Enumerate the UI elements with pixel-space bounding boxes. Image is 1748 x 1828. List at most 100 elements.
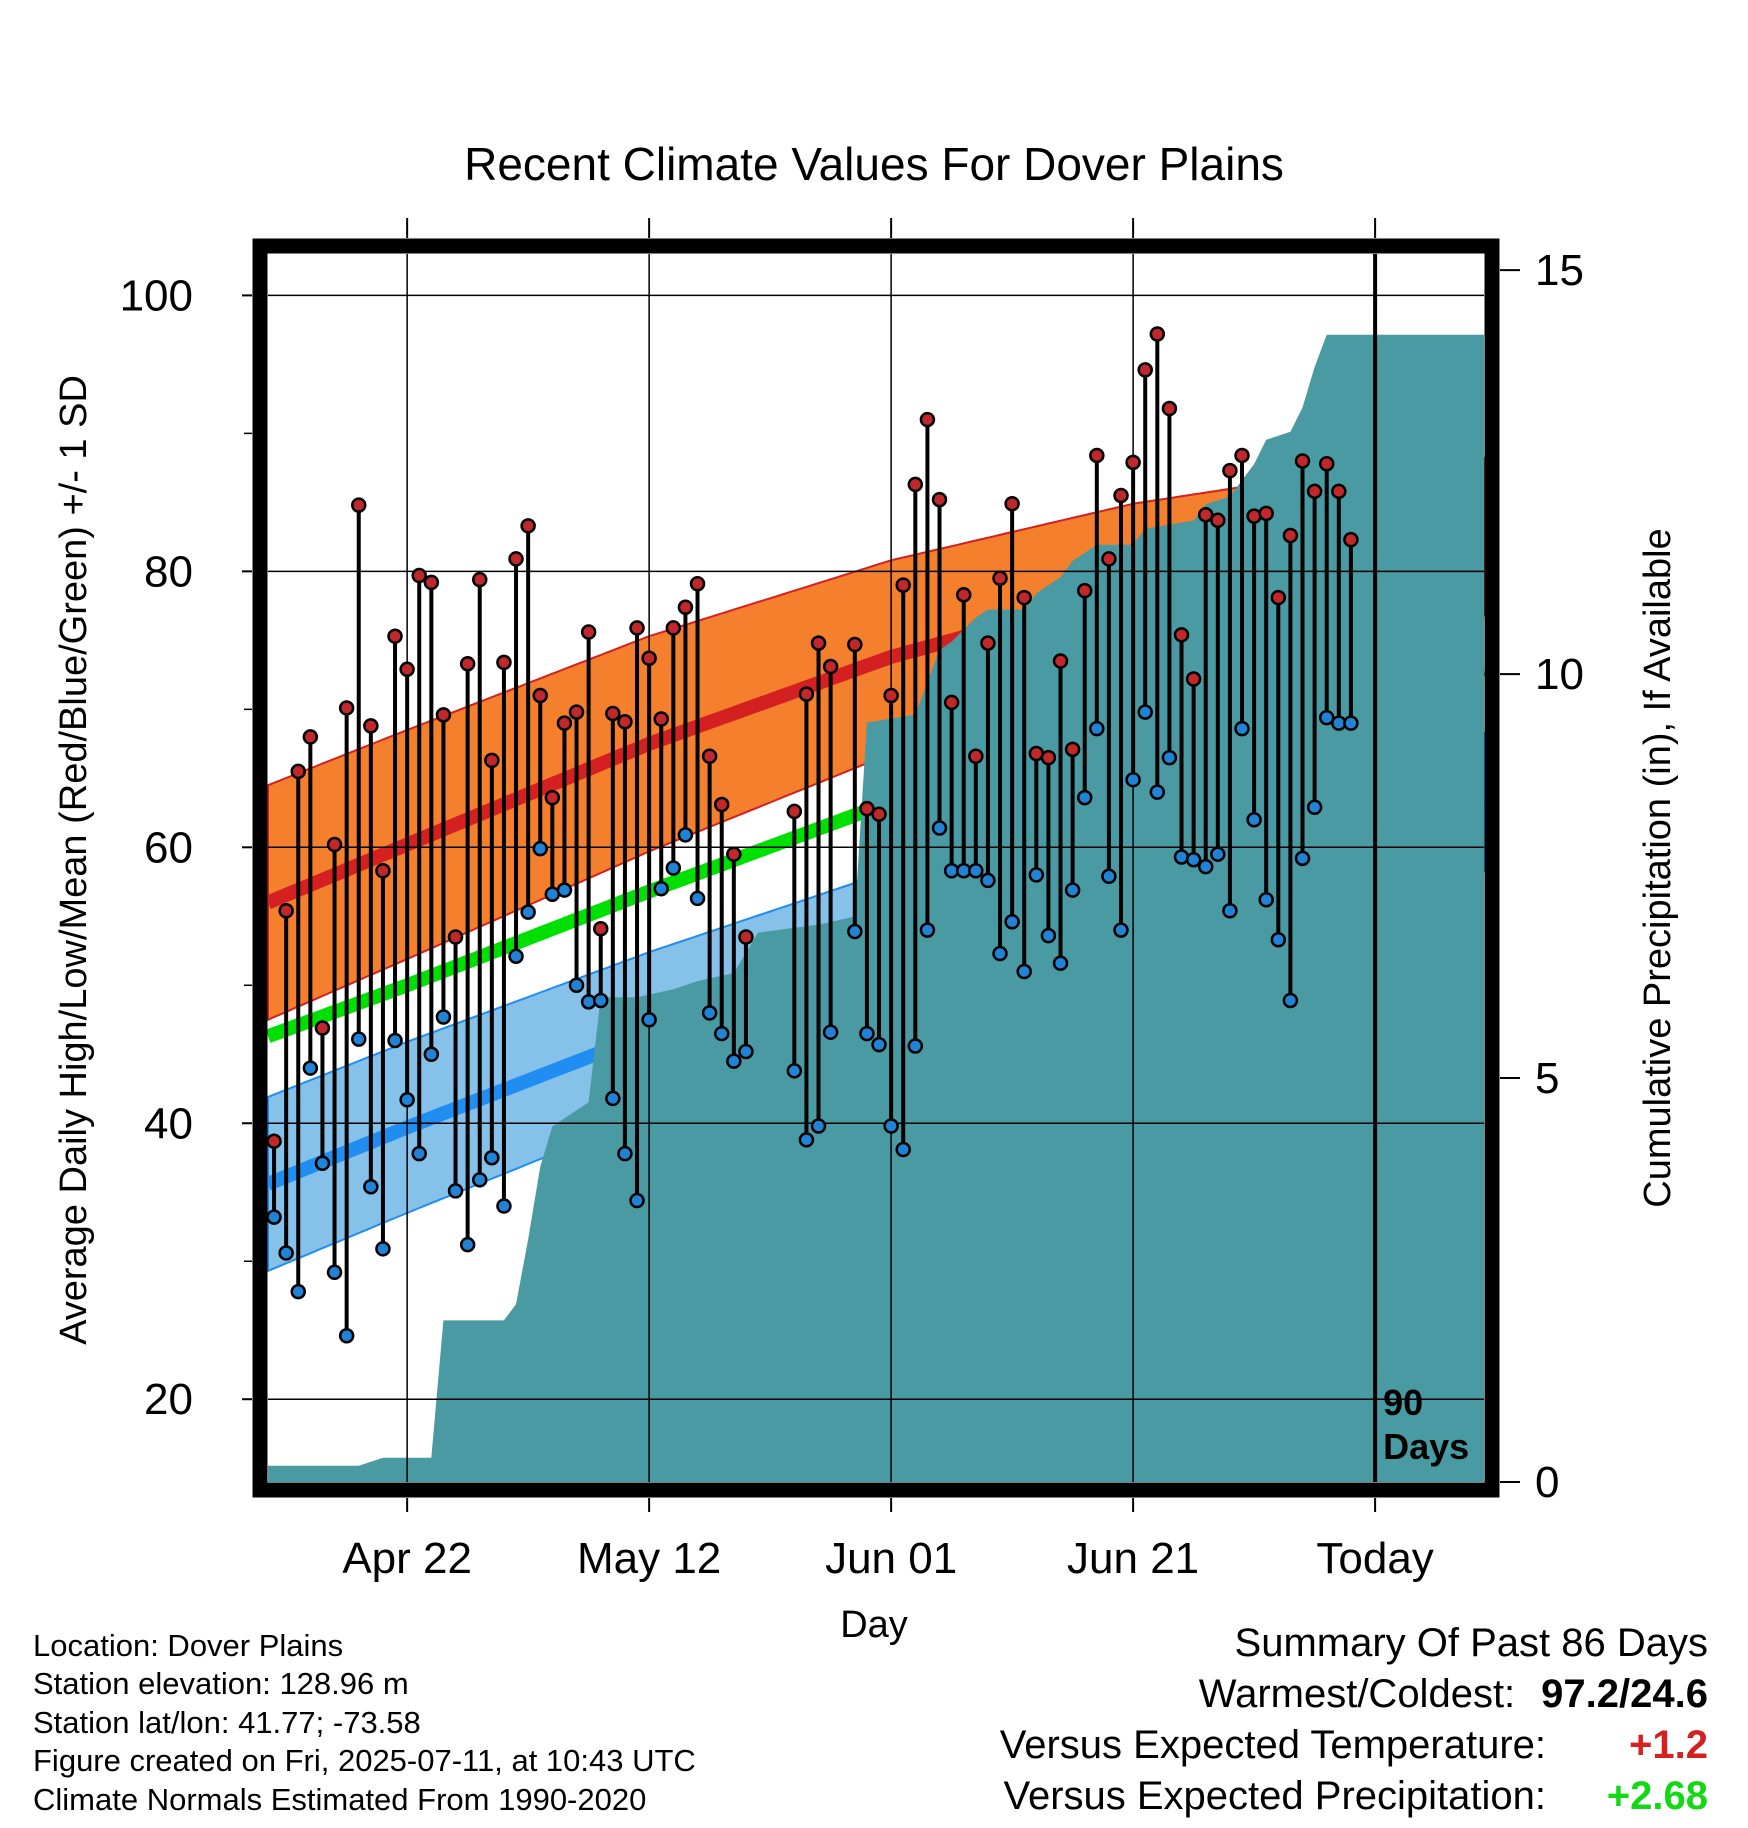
daily-high-point (544, 789, 561, 806)
daily-low-point (1173, 849, 1190, 865)
daily-high-point (1270, 589, 1287, 606)
daily-high-point (726, 846, 742, 862)
daily-low-point (471, 1172, 488, 1188)
daily-high-point (1222, 462, 1238, 479)
daily-high-point (459, 656, 476, 672)
daily-high-point (1089, 447, 1105, 464)
daily-low-point (1282, 992, 1299, 1009)
y-tick-label: 100 (120, 271, 193, 320)
daily-high-point (883, 687, 899, 704)
daily-low-point (568, 977, 585, 994)
daily-high-point (689, 576, 706, 592)
daily-high-point (1306, 483, 1323, 500)
today-marker-label: 90 Days (1383, 1382, 1469, 1467)
daily-low-point (859, 1025, 875, 1042)
daily-low-point (689, 890, 706, 907)
daily-high-point (302, 729, 319, 745)
daily-low-point (1064, 882, 1081, 898)
daily-high-point (314, 1020, 331, 1036)
daily-low-point (847, 923, 863, 940)
summary-panel: Summary Of Past 86 Days Warmest/Coldest:… (1000, 1618, 1708, 1822)
daily-low-point (677, 827, 694, 843)
daily-low-point (1318, 709, 1335, 726)
daily-high-point (859, 800, 875, 817)
normals-period: Climate Normals Estimated From 1990-2020 (33, 1781, 647, 1817)
daily-low-point (1149, 784, 1166, 800)
daily-high-point (629, 620, 645, 636)
daily-high-point (592, 920, 609, 937)
daily-high-point (943, 694, 960, 711)
daily-high-point (1185, 671, 1202, 687)
daily-low-point (1040, 927, 1057, 944)
daily-high-point (1197, 507, 1214, 523)
daily-high-point (980, 635, 996, 651)
daily-high-point (907, 476, 924, 493)
daily-low-point (350, 1031, 367, 1047)
daily-low-point (1161, 749, 1178, 766)
daily-high-point (798, 686, 815, 702)
daily-high-point (1331, 483, 1347, 500)
y-tick-label: 20 (144, 1375, 193, 1424)
summary-precipitation: Versus Expected Precipitation: +2.68 (1000, 1771, 1708, 1822)
x-tick-label: Jun 01 (825, 1534, 957, 1583)
daily-high-point (447, 929, 464, 945)
daily-low-point (1016, 963, 1032, 980)
daily-high-point (1234, 447, 1250, 464)
daily-high-point (1125, 454, 1141, 471)
daily-low-point (496, 1198, 512, 1214)
daily-low-point (738, 1043, 754, 1060)
daily-low-point (326, 1264, 343, 1281)
daily-low-point (1101, 868, 1117, 885)
daily-high-point (1343, 531, 1359, 548)
daily-high-point (338, 700, 355, 716)
daily-high-point (1246, 508, 1262, 524)
daily-high-point (350, 497, 367, 513)
daily-high-point (290, 763, 306, 780)
y2-tick-label: 10 (1535, 650, 1584, 699)
daily-low-point (1137, 704, 1153, 720)
x-tick-label: Apr 22 (342, 1534, 472, 1583)
daily-high-point (919, 411, 936, 428)
daily-low-point (1270, 931, 1287, 948)
daily-low-point (810, 1118, 827, 1134)
x-axis-label: Day (840, 1604, 908, 1646)
daily-high-point (1113, 487, 1129, 504)
daily-high-point (508, 551, 524, 567)
daily-high-point (1173, 627, 1190, 643)
daily-high-point (278, 903, 294, 919)
chart-title: Recent Climate Values For Dover Plains (464, 138, 1284, 190)
daily-high-point (411, 567, 427, 584)
station-location: Location: Dover Plains (33, 1628, 344, 1663)
daily-low-point (556, 882, 573, 898)
daily-low-point (701, 1005, 718, 1021)
daily-low-point (1234, 720, 1250, 737)
daily-high-point (326, 836, 343, 853)
today-marker-line: 90 (1383, 1382, 1423, 1423)
daily-high-point (1210, 512, 1226, 529)
daily-low-point (592, 992, 609, 1009)
daily-low-point (1028, 867, 1045, 883)
daily-low-point (968, 863, 984, 879)
daily-high-point (871, 806, 887, 822)
daily-high-point (1149, 326, 1166, 342)
daily-low-point (605, 1090, 621, 1107)
figure-created: Figure created on Fri, 2025-07-11, at 10… (33, 1743, 696, 1779)
daily-low-point (447, 1183, 464, 1199)
warm-cold-value: 97.2/24.6 (1541, 1672, 1708, 1716)
daily-high-point (532, 687, 548, 704)
daily-low-point (423, 1046, 440, 1063)
y2-tick-label: 15 (1535, 246, 1584, 295)
station-elevation: Station elevation: 128.96 m (33, 1666, 409, 1702)
daily-low-point (1294, 850, 1311, 867)
warm-cold-label: Warmest/Coldest: (1198, 1672, 1516, 1716)
summary-title: Summary Of Past 86 Days (1234, 1621, 1708, 1665)
daily-low-point (532, 840, 548, 857)
daily-high-point (375, 863, 391, 879)
daily-low-point (435, 1009, 452, 1025)
daily-high-point (1161, 400, 1178, 417)
daily-high-point (399, 661, 415, 678)
y-tick-label: 40 (144, 1099, 193, 1148)
x-tick-label: Jun 21 (1067, 1534, 1199, 1583)
daily-low-point (411, 1145, 427, 1162)
